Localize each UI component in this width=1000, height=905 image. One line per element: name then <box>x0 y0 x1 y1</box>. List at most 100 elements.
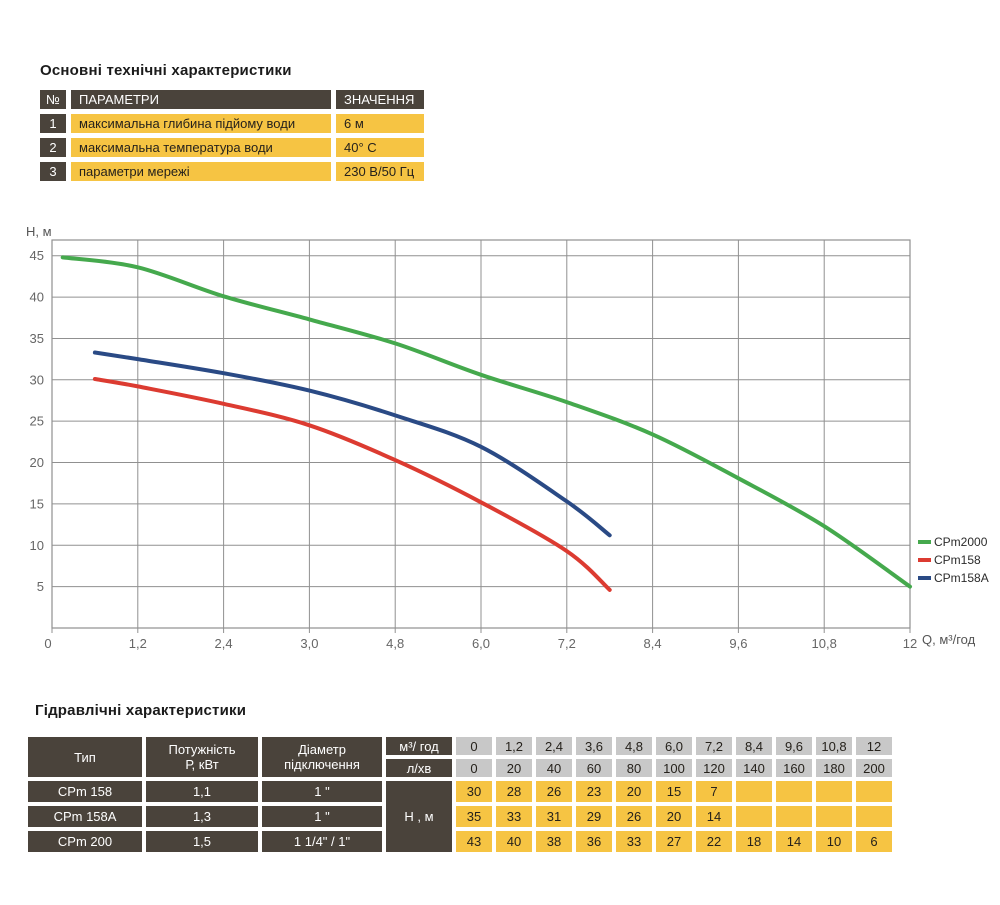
flow-value-m3h-cell: 0 <box>456 737 492 755</box>
hydraulic-header-row: Тип Потужність Р, кВт Діаметр підключення м… <box>28 737 892 777</box>
head-value-cell: 14 <box>696 806 732 827</box>
head-value-cell: 38 <box>536 831 572 852</box>
head-value-cell <box>776 806 812 827</box>
spec-col-value: ЗНАЧЕННЯ <box>336 90 424 109</box>
spec-row-number: 2 <box>40 138 66 157</box>
flow-value-lmin-cell: 180 <box>816 759 852 777</box>
spec-col-param: ПАРАМЕТРИ <box>71 90 331 109</box>
performance-chart: 5 10 15 20 25 30 35 40 45 0 1,2 2,4 3,0 4,8 6,0 7,2 8,4 9… <box>20 220 998 675</box>
head-value-cell: 26 <box>536 781 572 802</box>
pump-diameter-cell: 1 " <box>262 806 382 827</box>
head-value-cell: 6 <box>856 831 892 852</box>
head-value-cell <box>816 806 852 827</box>
head-value-cell: 31 <box>536 806 572 827</box>
spec-row-number: 1 <box>40 114 66 133</box>
head-value-cell <box>736 781 772 802</box>
legend-label-CPm2000: CPm2000 <box>934 535 988 549</box>
x-tick-label: 8,4 <box>644 636 662 651</box>
head-value-cell: 28 <box>496 781 532 802</box>
flow-value-lmin-cell: 20 <box>496 759 532 777</box>
flow-unit-lmin-label: л/хв <box>386 759 452 777</box>
head-value-cell: 15 <box>656 781 692 802</box>
spec-table-row: 1 максимальна глибина підйому води 6 м <box>40 114 424 133</box>
x-tick-label: 0 <box>44 636 51 651</box>
spec-section-title: Основні технічні характеристики <box>40 62 292 79</box>
spec-table-row: 2 максимальна температура води 40° C <box>40 138 424 157</box>
spec-row-number: 3 <box>40 162 66 181</box>
flow-value-lmin-cell: 0 <box>456 759 492 777</box>
flow-value-m3h-cell: 7,2 <box>696 737 732 755</box>
head-value-cell: 27 <box>656 831 692 852</box>
pump-power-cell: 1,5 <box>146 831 258 852</box>
head-value-cell: 23 <box>576 781 612 802</box>
hydraulic-table: Тип Потужність Р, кВт Діаметр підключення м… <box>24 733 896 856</box>
y-tick-label: 40 <box>30 290 44 305</box>
x-tick-label: 12 <box>903 636 917 651</box>
x-tick-label: 7,2 <box>558 636 576 651</box>
flow-value-m3h-cell: 10,8 <box>816 737 852 755</box>
head-value-cell: 33 <box>496 806 532 827</box>
hydraulic-header-row-2: л/хв 0 20 40 60 80 100 120 140 160 180 200 <box>28 759 892 777</box>
pump-type-cell: CPm 158 <box>28 781 142 802</box>
head-value-cell <box>856 806 892 827</box>
pump-type-cell: CPm 158A <box>28 806 142 827</box>
y-tick-label: 30 <box>30 372 44 387</box>
head-value-cell: 36 <box>576 831 612 852</box>
head-value-cell: 26 <box>616 806 652 827</box>
head-value-cell <box>736 806 772 827</box>
spec-row-parameter: максимальна глибина підйому води <box>71 114 331 133</box>
y-axis-title: Н, м <box>26 224 52 239</box>
pump-power-cell: 1,1 <box>146 781 258 802</box>
x-tick-label: 3,0 <box>300 636 318 651</box>
head-value-cell: 10 <box>816 831 852 852</box>
head-value-cell: 22 <box>696 831 732 852</box>
head-value-cell: 20 <box>656 806 692 827</box>
x-tick-label: 4,8 <box>386 636 404 651</box>
pump-type-header: Тип <box>28 737 142 777</box>
flow-unit-m3h-label: м³/ год <box>386 737 452 755</box>
pump-diameter-cell: 1 " <box>262 781 382 802</box>
curve-CPm158A <box>92 350 612 538</box>
curve-CPm158 <box>92 376 612 592</box>
x-tick-label: 6,0 <box>472 636 490 651</box>
hydraulic-section-title: Гідравлічні характеристики <box>35 702 247 719</box>
head-value-cell <box>816 781 852 802</box>
head-value-cell: 29 <box>576 806 612 827</box>
curve-CPm2000 <box>60 255 912 589</box>
x-tick-label: 9,6 <box>729 636 747 651</box>
spec-table-row: 3 параметри мережі 230 В/50 Гц <box>40 162 424 181</box>
flow-value-m3h-cell: 3,6 <box>576 737 612 755</box>
head-value-cell: 35 <box>456 806 492 827</box>
flow-value-lmin-cell: 140 <box>736 759 772 777</box>
x-tick-label: 1,2 <box>129 636 147 651</box>
flow-value-m3h-cell: 6,0 <box>656 737 692 755</box>
flow-value-m3h-cell: 2,4 <box>536 737 572 755</box>
x-axis-title: Q, м³/год <box>922 632 976 647</box>
flow-value-lmin-cell: 200 <box>856 759 892 777</box>
pump-power-cell: 1,3 <box>146 806 258 827</box>
head-value-cell: 7 <box>696 781 732 802</box>
flow-value-m3h-cell: 9,6 <box>776 737 812 755</box>
head-value-cell: 33 <box>616 831 652 852</box>
head-value-cell: 43 <box>456 831 492 852</box>
spec-row-value: 230 В/50 Гц <box>336 162 424 181</box>
flow-value-lmin-cell: 100 <box>656 759 692 777</box>
flow-value-m3h-cell: 1,2 <box>496 737 532 755</box>
head-value-cell: 40 <box>496 831 532 852</box>
spec-col-num: № <box>40 90 66 109</box>
spec-header-row: № ПАРАМЕТРИ ЗНАЧЕННЯ <box>40 90 424 109</box>
flow-value-lmin-cell: 80 <box>616 759 652 777</box>
flow-value-m3h-cell: 8,4 <box>736 737 772 755</box>
y-tick-label: 10 <box>30 538 44 553</box>
y-tick-label: 20 <box>30 455 44 470</box>
legend-label-CPm158: CPm158 <box>934 553 981 567</box>
y-tick-label: 15 <box>30 496 44 511</box>
spec-row-parameter: максимальна температура води <box>71 138 331 157</box>
y-tick-label: 45 <box>30 248 44 263</box>
pump-data-row: CPm 158A 1,3 1 " 35 33 31 29 26 20 14 <box>28 806 892 827</box>
flow-value-lmin-cell: 40 <box>536 759 572 777</box>
pump-diameter-cell: 1 1/4" / 1" <box>262 831 382 852</box>
head-value-cell <box>856 781 892 802</box>
head-value-cell: 30 <box>456 781 492 802</box>
